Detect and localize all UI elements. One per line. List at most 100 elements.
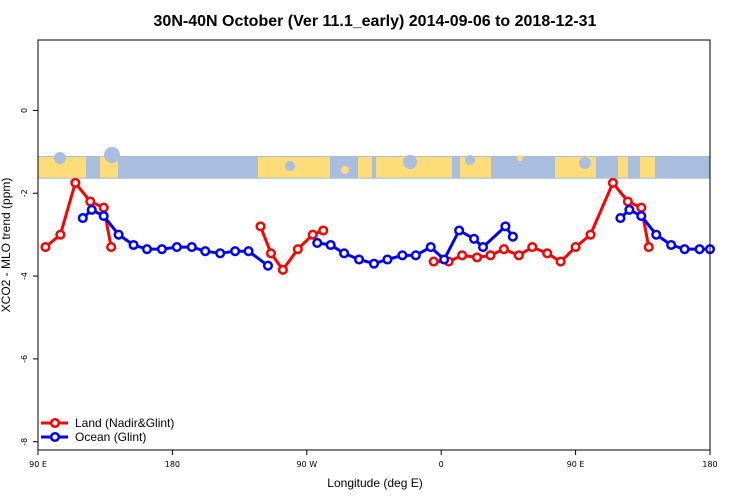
legend-marker bbox=[49, 431, 61, 443]
japan-land bbox=[618, 156, 628, 178]
world-map-strip bbox=[38, 147, 710, 179]
pacific-islands bbox=[640, 156, 655, 178]
data-point bbox=[428, 256, 439, 267]
data-point bbox=[339, 248, 350, 259]
x-axis-ticks: 90 E 180 90 W 0 90 E 180 bbox=[29, 450, 718, 469]
map-detail bbox=[54, 152, 66, 164]
x-tick-label: 90 E bbox=[29, 460, 47, 469]
asia-land bbox=[38, 156, 86, 178]
data-point bbox=[277, 264, 288, 275]
data-point bbox=[262, 260, 274, 271]
data-point bbox=[55, 229, 66, 240]
y-tick-label: -4 bbox=[20, 272, 29, 280]
data-point bbox=[368, 258, 380, 269]
data-point bbox=[527, 242, 538, 253]
data-point bbox=[243, 246, 254, 257]
y-axis-ticks: 0 -2 -4 -6 -8 bbox=[20, 108, 38, 446]
x-tick-label: 90 W bbox=[296, 460, 317, 469]
data-point bbox=[98, 210, 109, 222]
legend-marker bbox=[49, 417, 61, 429]
data-point bbox=[318, 225, 329, 236]
data-point bbox=[636, 202, 647, 213]
series-line bbox=[433, 181, 651, 264]
data-point bbox=[624, 204, 635, 215]
map-detail bbox=[579, 157, 591, 169]
plot-frame bbox=[37, 39, 711, 451]
data-point bbox=[507, 231, 518, 242]
data-point bbox=[255, 221, 266, 232]
data-point bbox=[128, 239, 139, 251]
data-point bbox=[307, 229, 318, 240]
y-axis-label: XCO2 - MLO trend (ppm) bbox=[0, 178, 13, 313]
data-point bbox=[498, 244, 509, 255]
data-point bbox=[636, 210, 647, 222]
data-point bbox=[485, 250, 496, 261]
data-point bbox=[679, 244, 690, 255]
data-point bbox=[85, 196, 96, 207]
data-point bbox=[500, 221, 511, 232]
x-tick-label: 180 bbox=[165, 460, 180, 469]
y-tick-label: -2 bbox=[20, 189, 29, 197]
data-point bbox=[186, 242, 197, 253]
data-point bbox=[457, 250, 468, 261]
data-point bbox=[113, 229, 124, 240]
data-point bbox=[469, 233, 480, 244]
data-point bbox=[40, 242, 51, 253]
data-point bbox=[607, 177, 618, 188]
legend-label: Land (Nadir&Glint) bbox=[75, 416, 174, 430]
legend-label: Ocean (Glint) bbox=[75, 430, 146, 444]
series-layer bbox=[40, 177, 716, 275]
data-point bbox=[292, 244, 303, 255]
data-point bbox=[325, 239, 336, 251]
series-ocean bbox=[77, 204, 716, 271]
data-point bbox=[397, 250, 408, 261]
data-point bbox=[265, 248, 277, 259]
map-detail bbox=[517, 155, 523, 161]
map-ocean-band bbox=[38, 155, 710, 179]
data-point bbox=[156, 244, 167, 255]
data-point bbox=[200, 246, 211, 257]
x-tick-label: 180 bbox=[702, 460, 717, 469]
data-point bbox=[106, 242, 117, 253]
data-point bbox=[477, 242, 489, 253]
data-point bbox=[622, 196, 633, 207]
east-asia-land bbox=[460, 156, 491, 178]
data-point bbox=[454, 225, 465, 236]
data-point bbox=[70, 177, 81, 188]
data-point bbox=[382, 254, 393, 265]
map-detail bbox=[341, 166, 349, 174]
data-point bbox=[312, 237, 323, 248]
data-point bbox=[86, 204, 97, 215]
data-point bbox=[410, 250, 421, 261]
data-point bbox=[439, 254, 450, 265]
data-point bbox=[555, 256, 566, 267]
data-point bbox=[98, 202, 109, 213]
data-point bbox=[354, 254, 365, 265]
data-point bbox=[471, 252, 483, 263]
data-point bbox=[542, 248, 553, 259]
map-detail bbox=[465, 155, 475, 165]
data-point bbox=[585, 229, 596, 240]
x-tick-label: 90 E bbox=[567, 460, 585, 469]
data-point bbox=[651, 229, 662, 240]
x-axis-label: Longitude (deg E) bbox=[327, 476, 422, 490]
data-point bbox=[171, 242, 182, 253]
iberia-land bbox=[358, 156, 372, 178]
x-tick-label: 0 bbox=[439, 460, 444, 469]
data-point bbox=[215, 248, 226, 259]
series-line bbox=[619, 208, 710, 251]
data-point bbox=[615, 213, 626, 224]
data-point bbox=[513, 250, 524, 261]
data-point bbox=[694, 244, 705, 255]
data-point bbox=[666, 239, 677, 251]
map-detail bbox=[285, 161, 295, 171]
series-land bbox=[40, 177, 654, 275]
data-point bbox=[570, 242, 581, 253]
legend: Land (Nadir&Glint)Ocean (Glint) bbox=[41, 416, 174, 444]
data-point bbox=[77, 213, 88, 224]
y-tick-label: -6 bbox=[20, 355, 29, 363]
chart-title: 30N-40N October (Ver 11.1_early) 2014-09… bbox=[154, 13, 597, 30]
map-detail bbox=[104, 147, 120, 163]
data-point bbox=[425, 242, 436, 253]
